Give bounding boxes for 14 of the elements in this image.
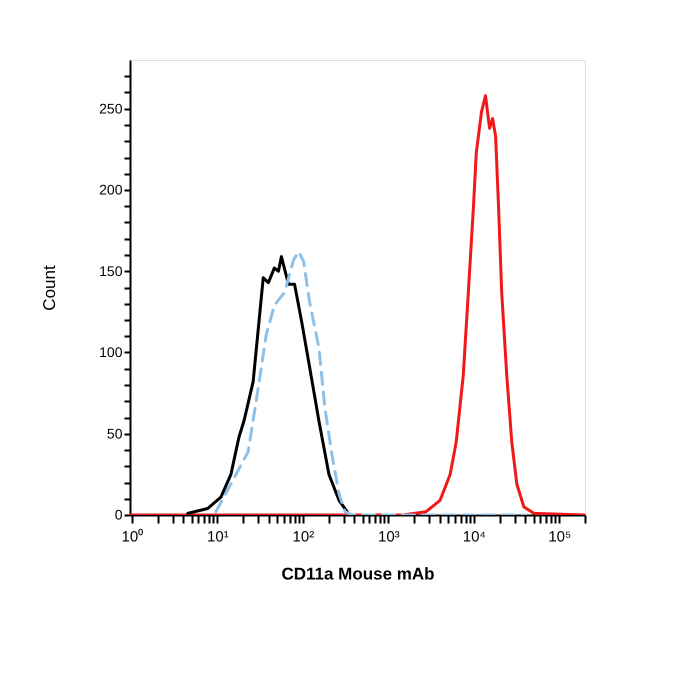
x-tick-label: 10⁵	[548, 528, 572, 546]
x-tick-label: 10⁰	[122, 528, 144, 546]
y-tick-label: 250	[99, 100, 123, 116]
y-tick-label: 100	[99, 344, 123, 360]
x-axis-title: CD11a Mouse mAb	[281, 564, 435, 584]
x-tick-label: 10⁴	[462, 528, 486, 546]
x-tick-label: 10¹	[207, 528, 229, 546]
x-tick-label: 10³	[378, 528, 400, 546]
y-tick-label: 0	[114, 506, 123, 522]
y-tick-label: 200	[99, 182, 123, 198]
y-axis-title: Count	[40, 265, 60, 311]
y-tick-label: 150	[99, 262, 123, 279]
y-tick-label: 50	[106, 425, 123, 442]
x-tick-label: 10²	[292, 528, 314, 546]
